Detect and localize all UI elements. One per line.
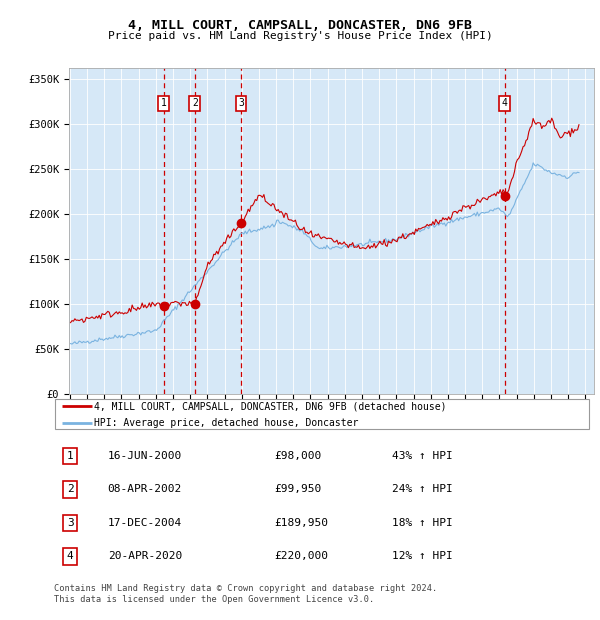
Text: 4: 4 (67, 551, 73, 561)
Text: 1: 1 (67, 451, 73, 461)
Text: 16-JUN-2000: 16-JUN-2000 (108, 451, 182, 461)
Text: 2: 2 (192, 99, 198, 108)
Text: £189,950: £189,950 (274, 518, 328, 528)
Text: 17-DEC-2004: 17-DEC-2004 (108, 518, 182, 528)
Text: This data is licensed under the Open Government Licence v3.0.: This data is licensed under the Open Gov… (54, 595, 374, 604)
Text: 4: 4 (502, 99, 508, 108)
Text: 4, MILL COURT, CAMPSALL, DONCASTER, DN6 9FB (detached house): 4, MILL COURT, CAMPSALL, DONCASTER, DN6 … (94, 401, 447, 411)
FancyBboxPatch shape (55, 399, 589, 429)
Text: 43% ↑ HPI: 43% ↑ HPI (392, 451, 453, 461)
Text: Price paid vs. HM Land Registry's House Price Index (HPI): Price paid vs. HM Land Registry's House … (107, 31, 493, 41)
Text: 3: 3 (238, 99, 244, 108)
Text: 18% ↑ HPI: 18% ↑ HPI (392, 518, 453, 528)
Text: £99,950: £99,950 (274, 484, 322, 494)
Text: £220,000: £220,000 (274, 551, 328, 561)
Text: 24% ↑ HPI: 24% ↑ HPI (392, 484, 453, 494)
Text: HPI: Average price, detached house, Doncaster: HPI: Average price, detached house, Donc… (94, 418, 359, 428)
Text: Contains HM Land Registry data © Crown copyright and database right 2024.: Contains HM Land Registry data © Crown c… (54, 584, 437, 593)
Text: 3: 3 (67, 518, 73, 528)
Text: 08-APR-2002: 08-APR-2002 (108, 484, 182, 494)
Text: 1: 1 (161, 99, 167, 108)
Text: 2: 2 (67, 484, 73, 494)
Text: 12% ↑ HPI: 12% ↑ HPI (392, 551, 453, 561)
Text: 4, MILL COURT, CAMPSALL, DONCASTER, DN6 9FB: 4, MILL COURT, CAMPSALL, DONCASTER, DN6 … (128, 19, 472, 32)
Text: 20-APR-2020: 20-APR-2020 (108, 551, 182, 561)
Text: £98,000: £98,000 (274, 451, 322, 461)
